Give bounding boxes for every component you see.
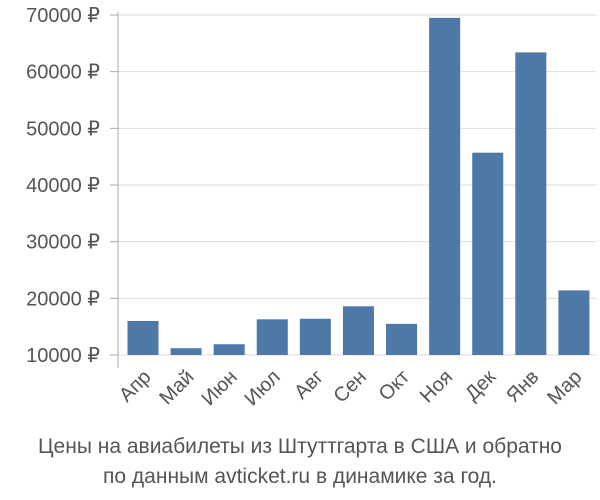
bar-8 — [429, 17, 461, 355]
x-category-label: Май — [155, 366, 198, 409]
bars — [127, 17, 590, 356]
bar-chart: 10000 ₽ 20000 ₽ 30000 ₽ 40000 ₽ 50000 ₽ 60000… — [26, 5, 596, 410]
bar-6 — [342, 306, 374, 355]
x-category-label: Сен — [330, 366, 371, 407]
bar-2 — [170, 348, 202, 355]
x-category-label: Мар — [543, 366, 586, 409]
caption-line-2: по данным avticket.ru в динамике за год. — [103, 465, 497, 488]
y-tick-label: 30000 ₽ — [26, 232, 100, 254]
y-tick-label: 60000 ₽ — [26, 62, 100, 84]
y-tick-label: 50000 ₽ — [26, 118, 100, 140]
y-tick-label: 10000 ₽ — [26, 345, 100, 367]
bar-3 — [213, 344, 245, 355]
y-tick-label: 70000 ₽ — [26, 5, 100, 27]
x-category-label: Янв — [502, 366, 543, 407]
x-category-label: Июл — [241, 366, 285, 410]
bar-4 — [256, 319, 288, 355]
bar-1 — [127, 321, 159, 355]
y-tick-label: 20000 ₽ — [26, 288, 100, 310]
gridlines — [118, 14, 596, 356]
x-category-label: Июн — [198, 366, 242, 410]
x-category-label: Дек — [461, 366, 500, 405]
x-category-label: Авг — [290, 366, 328, 404]
bar-11 — [558, 290, 590, 355]
bar-5 — [299, 318, 331, 355]
bar-7 — [386, 323, 418, 355]
y-axis-ticks: 10000 ₽ 20000 ₽ 30000 ₽ 40000 ₽ 50000 ₽ 60000… — [26, 5, 118, 367]
bar-10 — [515, 52, 547, 356]
x-category-label: Апр — [115, 366, 156, 407]
x-category-label: Окт — [375, 366, 414, 405]
caption-line-1: Цены на авиабилеты из Штуттгарта в США и… — [38, 435, 562, 458]
x-category-label: Ноя — [416, 366, 457, 407]
bar-9 — [472, 152, 504, 355]
y-tick-label: 40000 ₽ — [26, 175, 100, 197]
